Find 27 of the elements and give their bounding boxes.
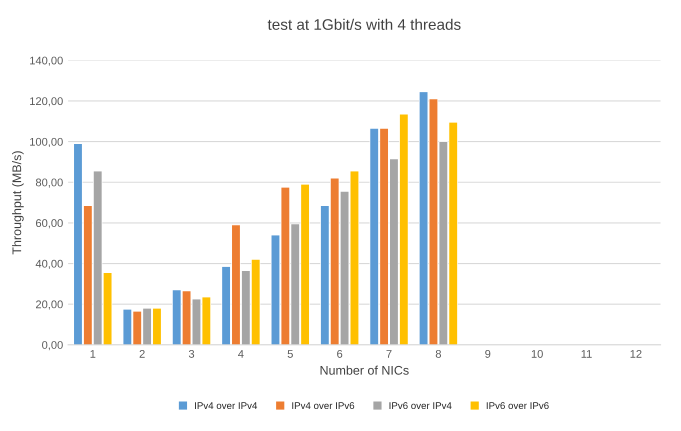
x-tick-label: 2 (140, 350, 145, 358)
x-tick-label: 3 (188, 350, 194, 358)
x-tick-label: 4 (238, 350, 244, 358)
x-tick-label: 12 (630, 350, 642, 358)
x-tick-label: 6 (337, 350, 342, 358)
y-tick-label: 60,00 (36, 219, 63, 228)
x-tick-label: 1 (90, 350, 96, 358)
legend-label: IPv6 over IPv6 (486, 402, 549, 410)
x-tick-label: 8 (436, 350, 441, 358)
y-axis-title: Throughput (MB/s) (12, 151, 24, 254)
x-tick-label: 7 (386, 350, 392, 358)
legend-label: IPv4 over IPv4 (195, 402, 258, 410)
legend-label: IPv6 over IPv4 (390, 402, 452, 410)
x-axis-title: Number of NICs (320, 366, 409, 375)
y-tick-label: 80,00 (36, 178, 63, 188)
y-tick-label: 0,00 (42, 341, 63, 350)
chart-title: test at 1Gbit/s with 4 threads (268, 18, 461, 30)
y-tick-label: 40,00 (36, 260, 63, 269)
x-tick-label: 9 (485, 350, 490, 358)
x-tick-label: 10 (532, 350, 543, 358)
y-tick-label: 120,00 (30, 97, 63, 106)
legend-label: IPv4 over IPv6 (292, 402, 354, 410)
x-tick-label: 5 (288, 350, 293, 358)
y-tick-label: 20,00 (36, 300, 63, 310)
x-tick-label: 11 (582, 350, 592, 358)
y-tick-label: 140,00 (30, 56, 63, 66)
y-tick-label: 100,00 (30, 138, 63, 148)
